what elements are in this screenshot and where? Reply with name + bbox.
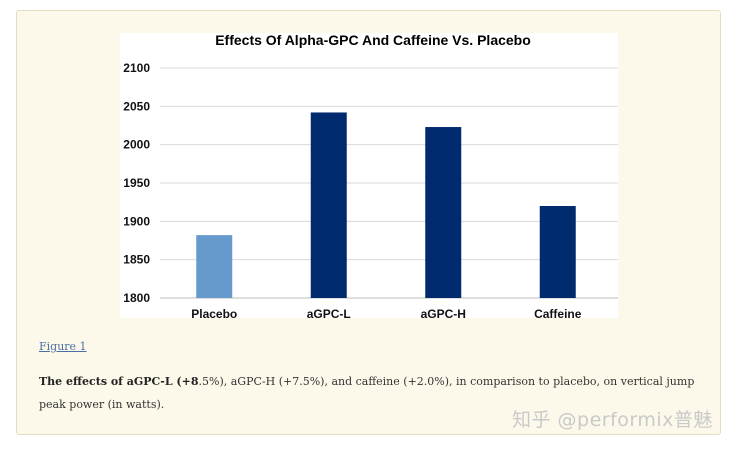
y-tick-label: 2050: [123, 99, 150, 113]
y-tick-label: 2100: [123, 61, 150, 75]
chart-title: Effects Of Alpha-GPC And Caffeine Vs. Pl…: [215, 32, 531, 48]
x-category-label: Placebo: [191, 307, 237, 321]
y-tick-label: 1950: [123, 176, 150, 190]
x-category-label: aGPC-H: [421, 307, 466, 321]
y-tick-label: 1850: [123, 253, 150, 267]
figure-link[interactable]: Figure 1: [39, 340, 87, 353]
caption-text: .5%), aGPC-H (+7.5%), and caffeine (+2.0…: [39, 375, 695, 411]
y-tick-label: 1900: [123, 214, 150, 228]
bar-agpc-h: [425, 127, 462, 299]
y-tick-label: 2000: [123, 138, 150, 152]
y-tick-label: 1800: [123, 291, 150, 305]
bar-placebo: [196, 235, 233, 298]
watermark: 知乎 @performix普魅: [512, 409, 713, 431]
x-category-label: Caffeine: [534, 307, 582, 321]
figure-caption: The effects of aGPC-L (+8.5%), aGPC-H (+…: [39, 370, 699, 416]
caption-bold: The effects of aGPC-L (+8: [39, 375, 199, 388]
bar-agpc-l: [310, 112, 347, 298]
x-category-label: aGPC-L: [307, 307, 351, 321]
bar-caffeine: [539, 206, 576, 298]
